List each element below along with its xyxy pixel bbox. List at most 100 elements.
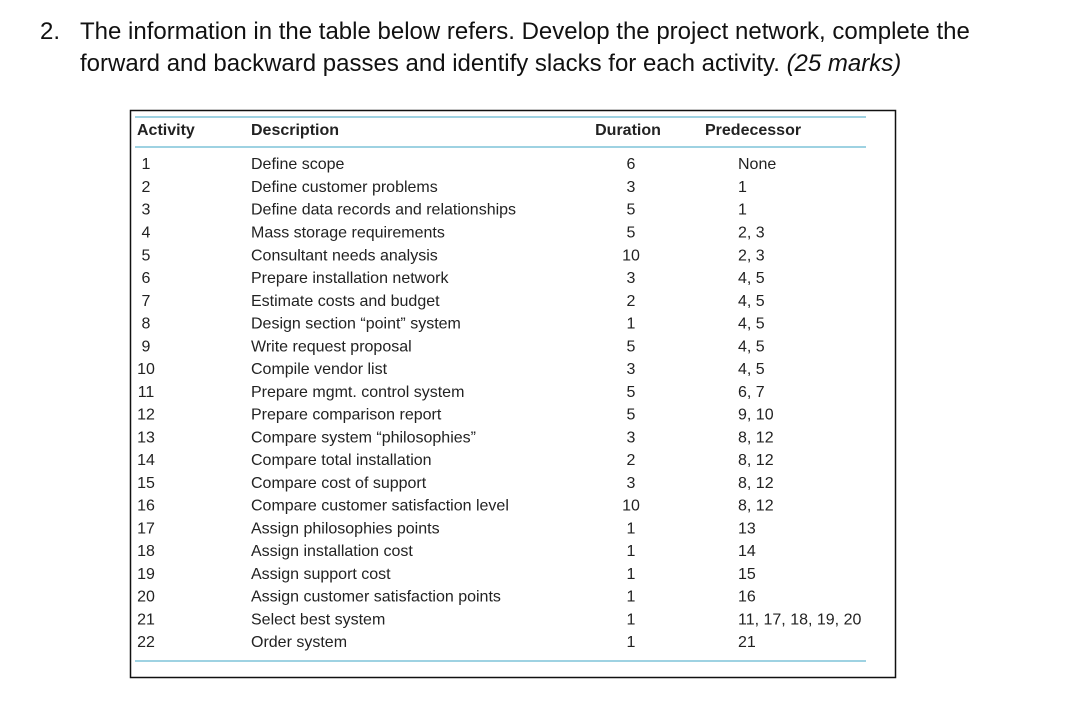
predecessor-cell: None (738, 156, 776, 173)
activity-cell: 4 (142, 224, 151, 241)
predecessor-cell: 4, 5 (738, 293, 765, 310)
predecessor-cell: 6, 7 (738, 384, 765, 401)
description-cell: Prepare mgmt. control system (251, 384, 464, 401)
description-cell: Define scope (251, 156, 344, 173)
description-cell: Assign installation cost (251, 543, 413, 560)
predecessor-cell: 8, 12 (738, 475, 774, 492)
description-cell: Compare customer satisfaction level (251, 498, 509, 515)
duration-cell: 5 (627, 407, 636, 424)
predecessor-cell: 9, 10 (738, 407, 774, 424)
question-line: forward and backward passes and identify… (80, 50, 780, 77)
duration-cell: 1 (627, 634, 636, 651)
predecessor-cell: 13 (738, 520, 756, 537)
activity-cell: 12 (137, 407, 155, 424)
activity-cell: 3 (142, 202, 151, 219)
activity-cell: 14 (137, 452, 155, 469)
predecessor-cell: 2, 3 (738, 224, 765, 241)
predecessor-cell: 8, 12 (738, 452, 774, 469)
predecessor-cell: 15 (738, 566, 756, 583)
duration-cell: 10 (622, 498, 640, 515)
duration-cell: 6 (627, 156, 636, 173)
description-cell: Design section “point” system (251, 316, 461, 333)
duration-cell: 3 (627, 270, 636, 287)
duration-cell: 1 (627, 566, 636, 583)
duration-cell: 1 (627, 520, 636, 537)
question-number: 2. (40, 18, 61, 45)
description-cell: Select best system (251, 611, 385, 628)
duration-cell: 1 (627, 543, 636, 560)
predecessor-cell: 11, 17, 18, 19, 20 (738, 611, 861, 628)
description-cell: Assign philosophies points (251, 520, 440, 537)
description-cell: Compare system “philosophies” (251, 429, 476, 446)
description-cell: Write request proposal (251, 338, 412, 355)
predecessor-cell: 14 (738, 543, 756, 560)
header-cell: Duration (595, 122, 661, 139)
description-cell: Assign support cost (251, 566, 391, 583)
activity-cell: 21 (137, 611, 155, 628)
duration-cell: 2 (627, 293, 636, 310)
activity-cell: 19 (137, 566, 155, 583)
question-marks: (25 marks) (786, 50, 902, 77)
predecessor-cell: 2, 3 (738, 247, 765, 264)
question-line: The information in the table below refer… (80, 18, 970, 45)
description-cell: Prepare installation network (251, 270, 449, 287)
predecessor-cell: 4, 5 (738, 361, 765, 378)
predecessor-cell: 1 (738, 202, 747, 219)
duration-cell: 1 (627, 316, 636, 333)
activity-cell: 9 (142, 338, 151, 355)
activity-cell: 15 (137, 475, 155, 492)
predecessor-cell: 1 (738, 179, 747, 196)
predecessor-cell: 4, 5 (738, 270, 765, 287)
description-cell: Consultant needs analysis (251, 247, 438, 264)
activity-cell: 20 (137, 589, 155, 606)
activity-cell: 1 (142, 156, 151, 173)
activity-cell: 17 (137, 520, 155, 537)
activity-cell: 13 (137, 429, 155, 446)
predecessor-cell: 21 (738, 634, 756, 651)
table-border (129, 109, 897, 679)
activity-cell: 10 (137, 361, 155, 378)
description-cell: Compare total installation (251, 452, 432, 469)
activity-cell: 8 (142, 316, 151, 333)
activity-cell: 16 (137, 498, 155, 515)
description-cell: Estimate costs and budget (251, 293, 440, 310)
description-cell: Define data records and relationships (251, 202, 516, 219)
question-line: forward and backward passes and identify… (80, 50, 901, 78)
predecessor-cell: 4, 5 (738, 338, 765, 355)
duration-cell: 5 (627, 224, 636, 241)
duration-cell: 5 (627, 384, 636, 401)
predecessor-cell: 8, 12 (738, 429, 774, 446)
duration-cell: 1 (627, 611, 636, 628)
duration-cell: 3 (627, 475, 636, 492)
duration-cell: 10 (622, 247, 640, 264)
duration-cell: 3 (627, 179, 636, 196)
duration-cell: 3 (627, 429, 636, 446)
description-cell: Compare cost of support (251, 475, 427, 492)
duration-cell: 3 (627, 361, 636, 378)
predecessor-cell: 16 (738, 589, 756, 606)
description-cell: Prepare comparison report (251, 407, 442, 424)
description-cell: Define customer problems (251, 179, 438, 196)
activity-cell: 22 (137, 634, 155, 651)
activity-cell: 6 (142, 270, 151, 287)
duration-cell: 2 (627, 452, 636, 469)
header-cell: Description (251, 122, 339, 139)
activity-cell: 2 (142, 179, 151, 196)
activity-cell: 18 (137, 543, 155, 560)
description-cell: Assign customer satisfaction points (251, 589, 501, 606)
predecessor-cell: 8, 12 (738, 498, 774, 515)
header-cell: Activity (137, 122, 195, 139)
header-cell: Predecessor (705, 122, 801, 139)
description-cell: Compile vendor list (251, 361, 388, 378)
description-cell: Order system (251, 634, 347, 651)
activity-cell: 7 (142, 293, 151, 310)
predecessor-cell: 4, 5 (738, 316, 765, 333)
duration-cell: 5 (627, 202, 636, 219)
description-cell: Mass storage requirements (251, 224, 445, 241)
duration-cell: 5 (627, 338, 636, 355)
activity-cell: 11 (138, 384, 155, 401)
activity-cell: 5 (142, 247, 151, 264)
duration-cell: 1 (627, 589, 636, 606)
